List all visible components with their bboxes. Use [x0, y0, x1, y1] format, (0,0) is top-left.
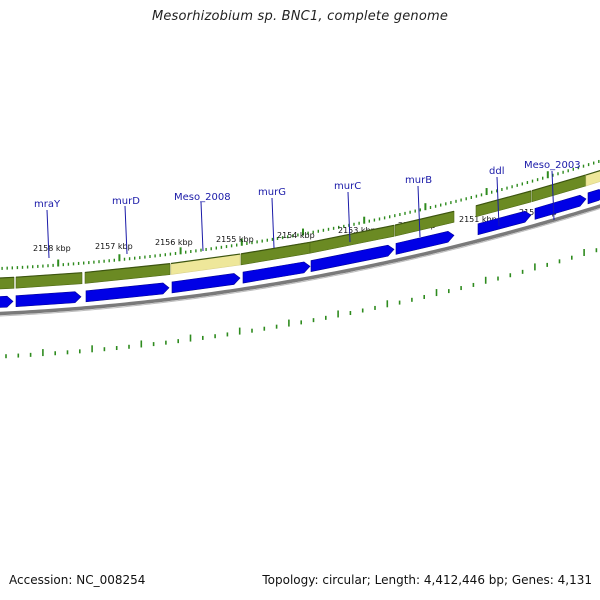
- cds-arrow: [477, 210, 532, 236]
- gene-label: murB: [405, 175, 432, 186]
- gene-label: Meso_2003: [524, 160, 581, 171]
- inner-tick-track: [5, 248, 598, 359]
- feature-block: [84, 263, 171, 284]
- gene-pointer: [417, 185, 421, 238]
- cds-arrow: [534, 194, 587, 220]
- feature-edge: [585, 169, 600, 176]
- feature-edge: [0, 276, 15, 279]
- gene-label: Meso_2008: [174, 192, 231, 203]
- feature-edge: [240, 241, 311, 255]
- feature-edge: [15, 272, 83, 278]
- outer-tick-track: [1, 159, 600, 270]
- scale-label: 2155 kbp: [216, 235, 254, 244]
- backbone: [0, 204, 600, 317]
- gene-pointer: [496, 176, 500, 227]
- feature-block-highlight: [170, 253, 241, 275]
- cds-arrow: [0, 295, 14, 308]
- feature-edge: [84, 263, 171, 274]
- cds-arrow: [395, 230, 455, 255]
- gene-pointer: [46, 209, 50, 259]
- gene-pointer: [551, 170, 555, 221]
- topology-summary: Topology: circular; Length: 4,412,446 bp…: [262, 573, 592, 587]
- feature-track: [0, 169, 600, 290]
- cds-arrow: [171, 273, 241, 294]
- genome-title: Mesorhizobium sp. BNC1, complete genome: [151, 9, 449, 24]
- feature-block: [0, 276, 15, 290]
- feature-edge: [394, 210, 455, 226]
- scale-label: 2156 kbp: [155, 238, 193, 247]
- gene-label-lines: [46, 170, 555, 259]
- feature-block: [240, 241, 311, 266]
- cds-arrow: [15, 291, 82, 308]
- backbone-shadow: [0, 208, 600, 317]
- gene-label: murC: [334, 181, 361, 192]
- scale-label: 2154 kbp: [277, 231, 315, 240]
- cds-arrow: [242, 261, 311, 284]
- gene-pointer: [271, 197, 275, 249]
- gene-labels: mraY murD Meso_2008 murG murC murB ddl Meso_200…: [34, 160, 581, 210]
- cds-arrow: [310, 244, 395, 272]
- feature-edge: [531, 174, 587, 192]
- feature-edge: [309, 224, 395, 243]
- gene-label: ddl: [489, 166, 504, 177]
- gene-label: murG: [258, 187, 286, 198]
- accession-label: Accession: NC_008254: [9, 573, 146, 587]
- feature-edge: [475, 190, 532, 207]
- backbone-line: [0, 204, 600, 316]
- gene-pointer: [347, 191, 351, 243]
- scale-label: 2158 kbp: [33, 244, 71, 253]
- scale-label: 2153 kbp: [338, 226, 376, 235]
- scale-label: 2151 kbp: [459, 215, 497, 224]
- gene-pointer: [200, 201, 204, 252]
- cds-arrow: [587, 189, 600, 205]
- cds-arrow: [85, 282, 170, 303]
- gene-label: mraY: [34, 199, 61, 210]
- gene-pointer: [124, 205, 128, 255]
- gene-label: murD: [112, 196, 140, 207]
- feature-edge: [170, 253, 241, 265]
- scale-label: 2157 kbp: [95, 242, 133, 251]
- cds-track: [0, 189, 600, 308]
